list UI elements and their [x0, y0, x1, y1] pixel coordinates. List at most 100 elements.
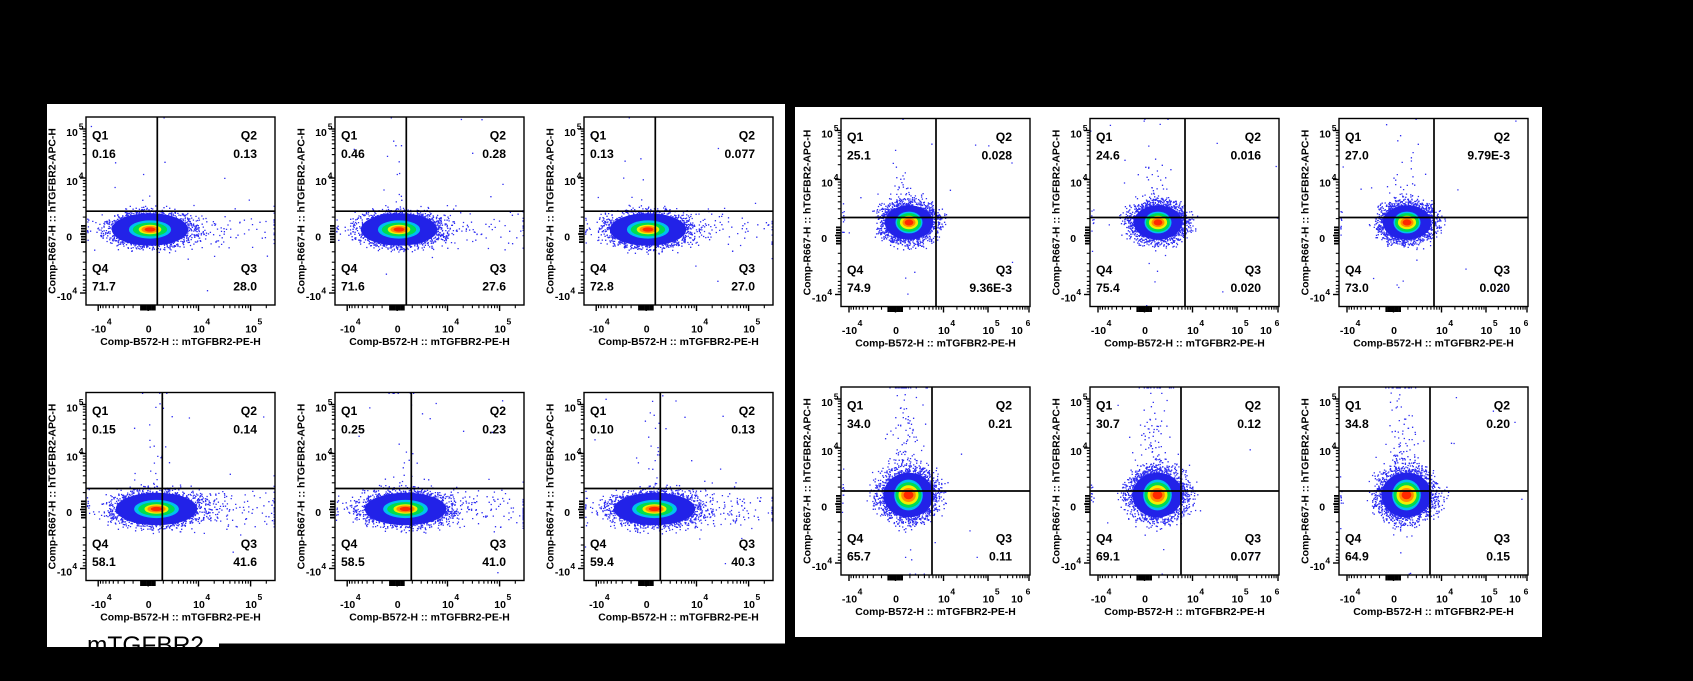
svg-text:0: 0 [315, 507, 321, 519]
svg-text:-10: -10 [812, 561, 827, 573]
svg-text:Q2: Q2 [1494, 399, 1510, 413]
svg-text:-10: -10 [306, 566, 321, 578]
svg-text:Comp-B572-H :: mTGFBR2-PE-H: Comp-B572-H :: mTGFBR2-PE-H [855, 607, 1015, 618]
svg-text:Q2: Q2 [1494, 130, 1510, 144]
svg-text:5: 5 [1244, 587, 1249, 597]
svg-text:Q1: Q1 [590, 404, 606, 418]
svg-text:10: 10 [1070, 177, 1082, 189]
svg-text:10: 10 [66, 127, 78, 139]
svg-text:27.0: 27.0 [1345, 149, 1369, 163]
svg-text:4: 4 [577, 171, 582, 181]
svg-text:Q3: Q3 [1494, 532, 1510, 546]
svg-text:0: 0 [1391, 325, 1397, 337]
svg-text:10: 10 [1011, 325, 1023, 337]
svg-text:Q1: Q1 [590, 129, 606, 143]
svg-text:Q2: Q2 [739, 404, 755, 418]
svg-text:-10: -10 [91, 324, 106, 336]
svg-text:25.1: 25.1 [847, 149, 871, 163]
svg-text:27.6: 27.6 [482, 280, 506, 294]
svg-text:40.3: 40.3 [731, 555, 755, 569]
svg-text:Comp-B572-H :: mTGFBR2-PE-H: Comp-B572-H :: mTGFBR2-PE-H [349, 613, 509, 624]
svg-text:Q2: Q2 [1245, 130, 1261, 144]
svg-text:Q2: Q2 [490, 404, 506, 418]
svg-text:0: 0 [66, 507, 72, 519]
svg-text:-10: -10 [1340, 594, 1355, 606]
svg-text:4: 4 [107, 317, 112, 327]
svg-text:0.13: 0.13 [233, 147, 257, 161]
svg-text:0: 0 [644, 324, 650, 336]
svg-text:4: 4 [1332, 172, 1337, 182]
svg-text:0.077: 0.077 [725, 147, 756, 161]
svg-text:10: 10 [494, 599, 506, 611]
svg-text:Comp-R667-H :: hTGFBR2-APC-H: Comp-R667-H :: hTGFBR2-APC-H [48, 404, 59, 570]
svg-text:10: 10 [1011, 594, 1023, 606]
svg-text:10: 10 [1187, 325, 1199, 337]
svg-text:4: 4 [703, 592, 708, 602]
svg-text:41.0: 41.0 [482, 555, 506, 569]
svg-text:4: 4 [72, 286, 77, 296]
svg-text:0: 0 [893, 594, 899, 606]
svg-text:34.8: 34.8 [1345, 417, 1369, 431]
svg-text:Q1: Q1 [1345, 130, 1361, 144]
svg-text:0: 0 [1142, 594, 1148, 606]
svg-text:4: 4 [321, 286, 326, 296]
svg-text:10: 10 [245, 324, 257, 336]
svg-text:Comp-R667-H :: hTGFBR2-APC-H: Comp-R667-H :: hTGFBR2-APC-H [1052, 398, 1063, 564]
svg-text:5: 5 [995, 318, 1000, 328]
svg-text:Q1: Q1 [847, 399, 863, 413]
svg-text:-10: -10 [340, 324, 355, 336]
svg-text:9.36E-3: 9.36E-3 [969, 281, 1012, 295]
svg-text:4: 4 [1083, 441, 1088, 451]
svg-text:5: 5 [834, 392, 839, 402]
svg-text:4: 4 [1332, 441, 1337, 451]
svg-text:Q2: Q2 [490, 129, 506, 143]
svg-text:mTGFBR2: mTGFBR2 [87, 632, 204, 659]
svg-text:4: 4 [1107, 318, 1112, 328]
svg-text:10: 10 [1436, 325, 1448, 337]
svg-text:4: 4 [1076, 556, 1081, 566]
svg-text:Q3: Q3 [241, 537, 257, 551]
svg-text:Comp-B572-H :: mTGFBR2-PE-H: Comp-B572-H :: mTGFBR2-PE-H [1104, 339, 1264, 350]
svg-text:5: 5 [328, 397, 333, 407]
svg-text:64.9: 64.9 [1345, 550, 1369, 564]
svg-text:0.028: 0.028 [982, 149, 1013, 163]
svg-text:0.016: 0.016 [1231, 149, 1262, 163]
svg-text:24.6: 24.6 [1096, 149, 1120, 163]
svg-text:0.13: 0.13 [731, 423, 755, 437]
svg-text:0: 0 [146, 324, 152, 336]
svg-text:Comp-B572-H :: mTGFBR2-PE-H: Comp-B572-H :: mTGFBR2-PE-H [598, 337, 758, 348]
svg-text:4: 4 [321, 561, 326, 571]
svg-text:Q4: Q4 [92, 537, 108, 551]
svg-text:Comp-R667-H :: hTGFBR2-APC-H: Comp-R667-H :: hTGFBR2-APC-H [48, 128, 59, 294]
svg-text:5: 5 [1083, 123, 1088, 133]
svg-text:4: 4 [328, 446, 333, 456]
svg-text:10: 10 [193, 324, 205, 336]
svg-text:-10: -10 [842, 325, 857, 337]
svg-text:10: 10 [1319, 397, 1331, 409]
svg-text:Q3: Q3 [241, 262, 257, 276]
svg-text:27.0: 27.0 [731, 280, 755, 294]
svg-text:Q4: Q4 [341, 537, 357, 551]
svg-text:4: 4 [858, 318, 863, 328]
svg-text:0: 0 [395, 599, 401, 611]
svg-text:-10: -10 [1340, 325, 1355, 337]
svg-text:Q2: Q2 [241, 129, 257, 143]
svg-text:Comp-R667-H :: hTGFBR2-APC-H: Comp-R667-H :: hTGFBR2-APC-H [546, 404, 557, 570]
svg-text:10: 10 [193, 599, 205, 611]
svg-text:Q1: Q1 [847, 130, 863, 144]
svg-text:10: 10 [1319, 446, 1331, 458]
svg-text:5: 5 [1244, 318, 1249, 328]
svg-text:10: 10 [1319, 128, 1331, 140]
svg-text:0.13: 0.13 [590, 147, 614, 161]
svg-text:-10: -10 [57, 291, 72, 303]
svg-text:10: 10 [564, 402, 576, 414]
svg-text:5: 5 [1332, 123, 1337, 133]
svg-text:5: 5 [507, 592, 512, 602]
svg-text:Q4: Q4 [1096, 263, 1112, 277]
svg-text:4: 4 [454, 592, 459, 602]
svg-text:Q1: Q1 [1345, 399, 1361, 413]
svg-text:5: 5 [756, 317, 761, 327]
svg-text:10: 10 [938, 325, 950, 337]
svg-text:10: 10 [1070, 446, 1082, 458]
svg-text:4: 4 [834, 441, 839, 451]
